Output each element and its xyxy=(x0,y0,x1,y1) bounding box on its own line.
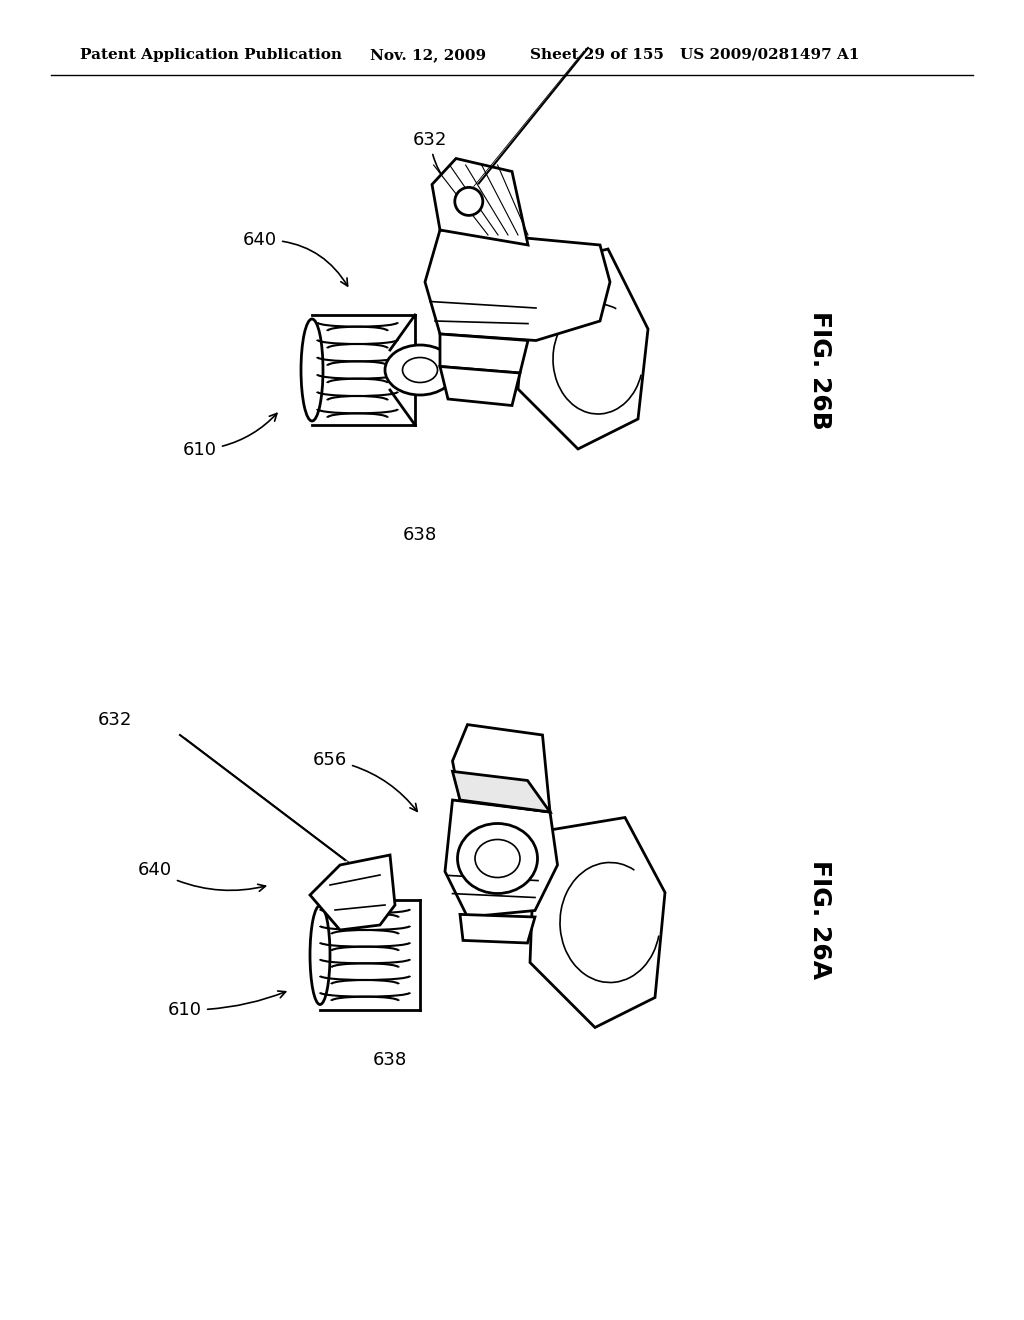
Circle shape xyxy=(455,187,482,215)
Text: 632: 632 xyxy=(98,711,132,729)
Polygon shape xyxy=(453,771,550,812)
Ellipse shape xyxy=(475,840,520,878)
Polygon shape xyxy=(432,158,528,246)
Ellipse shape xyxy=(301,319,323,421)
Ellipse shape xyxy=(402,358,437,383)
Text: 610: 610 xyxy=(168,991,286,1019)
Ellipse shape xyxy=(385,345,455,395)
Polygon shape xyxy=(440,334,528,374)
Text: 656: 656 xyxy=(313,751,417,812)
Ellipse shape xyxy=(458,824,538,894)
Polygon shape xyxy=(460,915,535,942)
Text: 640: 640 xyxy=(138,861,265,891)
Text: FIG. 26A: FIG. 26A xyxy=(808,861,831,979)
Text: FIG. 26B: FIG. 26B xyxy=(808,310,831,429)
Polygon shape xyxy=(425,230,610,341)
Polygon shape xyxy=(530,817,665,1027)
Text: 638: 638 xyxy=(373,1051,408,1069)
Ellipse shape xyxy=(310,906,330,1005)
Text: US 2009/0281497 A1: US 2009/0281497 A1 xyxy=(680,48,859,62)
Polygon shape xyxy=(440,367,520,405)
Polygon shape xyxy=(518,249,648,449)
Text: 638: 638 xyxy=(402,525,437,544)
Text: 610: 610 xyxy=(183,413,276,459)
Text: Nov. 12, 2009: Nov. 12, 2009 xyxy=(370,48,486,62)
Text: Patent Application Publication: Patent Application Publication xyxy=(80,48,342,62)
Text: Sheet 29 of 155: Sheet 29 of 155 xyxy=(530,48,664,62)
Text: 632: 632 xyxy=(413,131,476,203)
Polygon shape xyxy=(453,725,550,812)
Polygon shape xyxy=(445,800,557,917)
Polygon shape xyxy=(310,855,395,931)
Text: 640: 640 xyxy=(243,231,347,286)
